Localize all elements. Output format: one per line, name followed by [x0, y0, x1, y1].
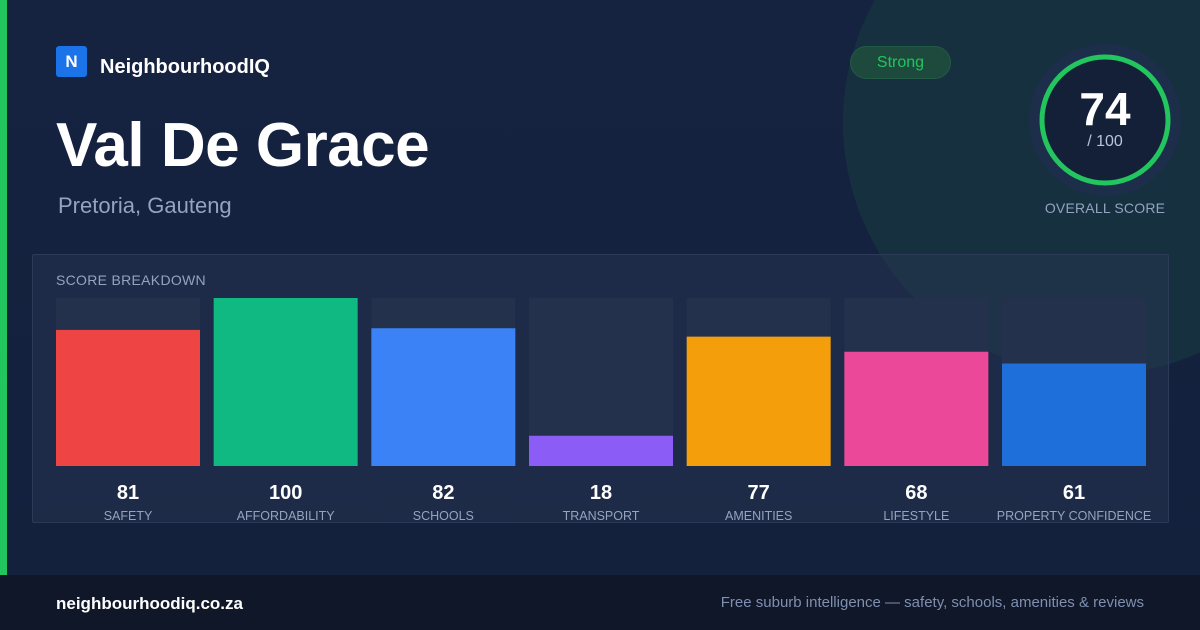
- bar-value-label: 82: [432, 482, 454, 504]
- logo-icon: N: [56, 46, 87, 77]
- bar-transport: [529, 435, 674, 466]
- footer-url[interactable]: neighbourhoodiq.co.za: [56, 594, 243, 613]
- bar-value-label: 77: [748, 482, 770, 504]
- bar-affordability: [213, 298, 358, 466]
- page-title: Val De Grace: [56, 111, 430, 180]
- bar-lifestyle: [844, 351, 989, 466]
- footer: [0, 575, 1200, 630]
- rating-badge: Strong: [850, 46, 951, 79]
- category-label: PROPERTY CONFIDENCE: [997, 509, 1151, 523]
- overall-score-label: OVERALL SCORE: [1044, 200, 1166, 216]
- overall-score-value: 74: [1079, 83, 1131, 135]
- accent-bar: [0, 0, 7, 575]
- footer-tagline: Free suburb intelligence — safety, schoo…: [720, 594, 1144, 611]
- bar-safety: [56, 329, 200, 466]
- category-label: LIFESTYLE: [883, 509, 949, 523]
- score-breakdown-chart: 81 SAFETY 100 AFFORDABILITY 82 SCHOOLS 18 TRANS…: [56, 298, 1151, 523]
- bar-value-label: 81: [117, 482, 139, 504]
- bar-value-label: 68: [905, 482, 927, 504]
- gauge-inner-disc: [1042, 57, 1168, 183]
- location-subtitle: Pretoria, Gauteng: [58, 193, 232, 218]
- overall-score-gauge: 74 / 100: [1028, 43, 1182, 197]
- category-label: AMENITIES: [725, 509, 792, 523]
- bar-amenities: [686, 336, 831, 466]
- bar-value-label: 61: [1063, 482, 1085, 504]
- gauge-progress-arc: [1039, 54, 1171, 186]
- category-label: TRANSPORT: [563, 509, 640, 523]
- category-label: SCHOOLS: [413, 509, 474, 523]
- bar-property-confidence: [1002, 363, 1147, 466]
- category-label: SAFETY: [104, 509, 153, 523]
- brand-name[interactable]: NeighbourhoodIQ: [100, 56, 270, 78]
- gauge-ring: [1029, 44, 1181, 196]
- overall-score-max: / 100: [1087, 133, 1123, 150]
- category-label: AFFORDABILITY: [237, 509, 336, 523]
- score-breakdown-title: SCORE BREAKDOWN: [56, 272, 206, 288]
- bar-value-label: 100: [269, 482, 302, 504]
- bar-schools: [371, 328, 516, 466]
- bar-value-label: 18: [590, 482, 612, 504]
